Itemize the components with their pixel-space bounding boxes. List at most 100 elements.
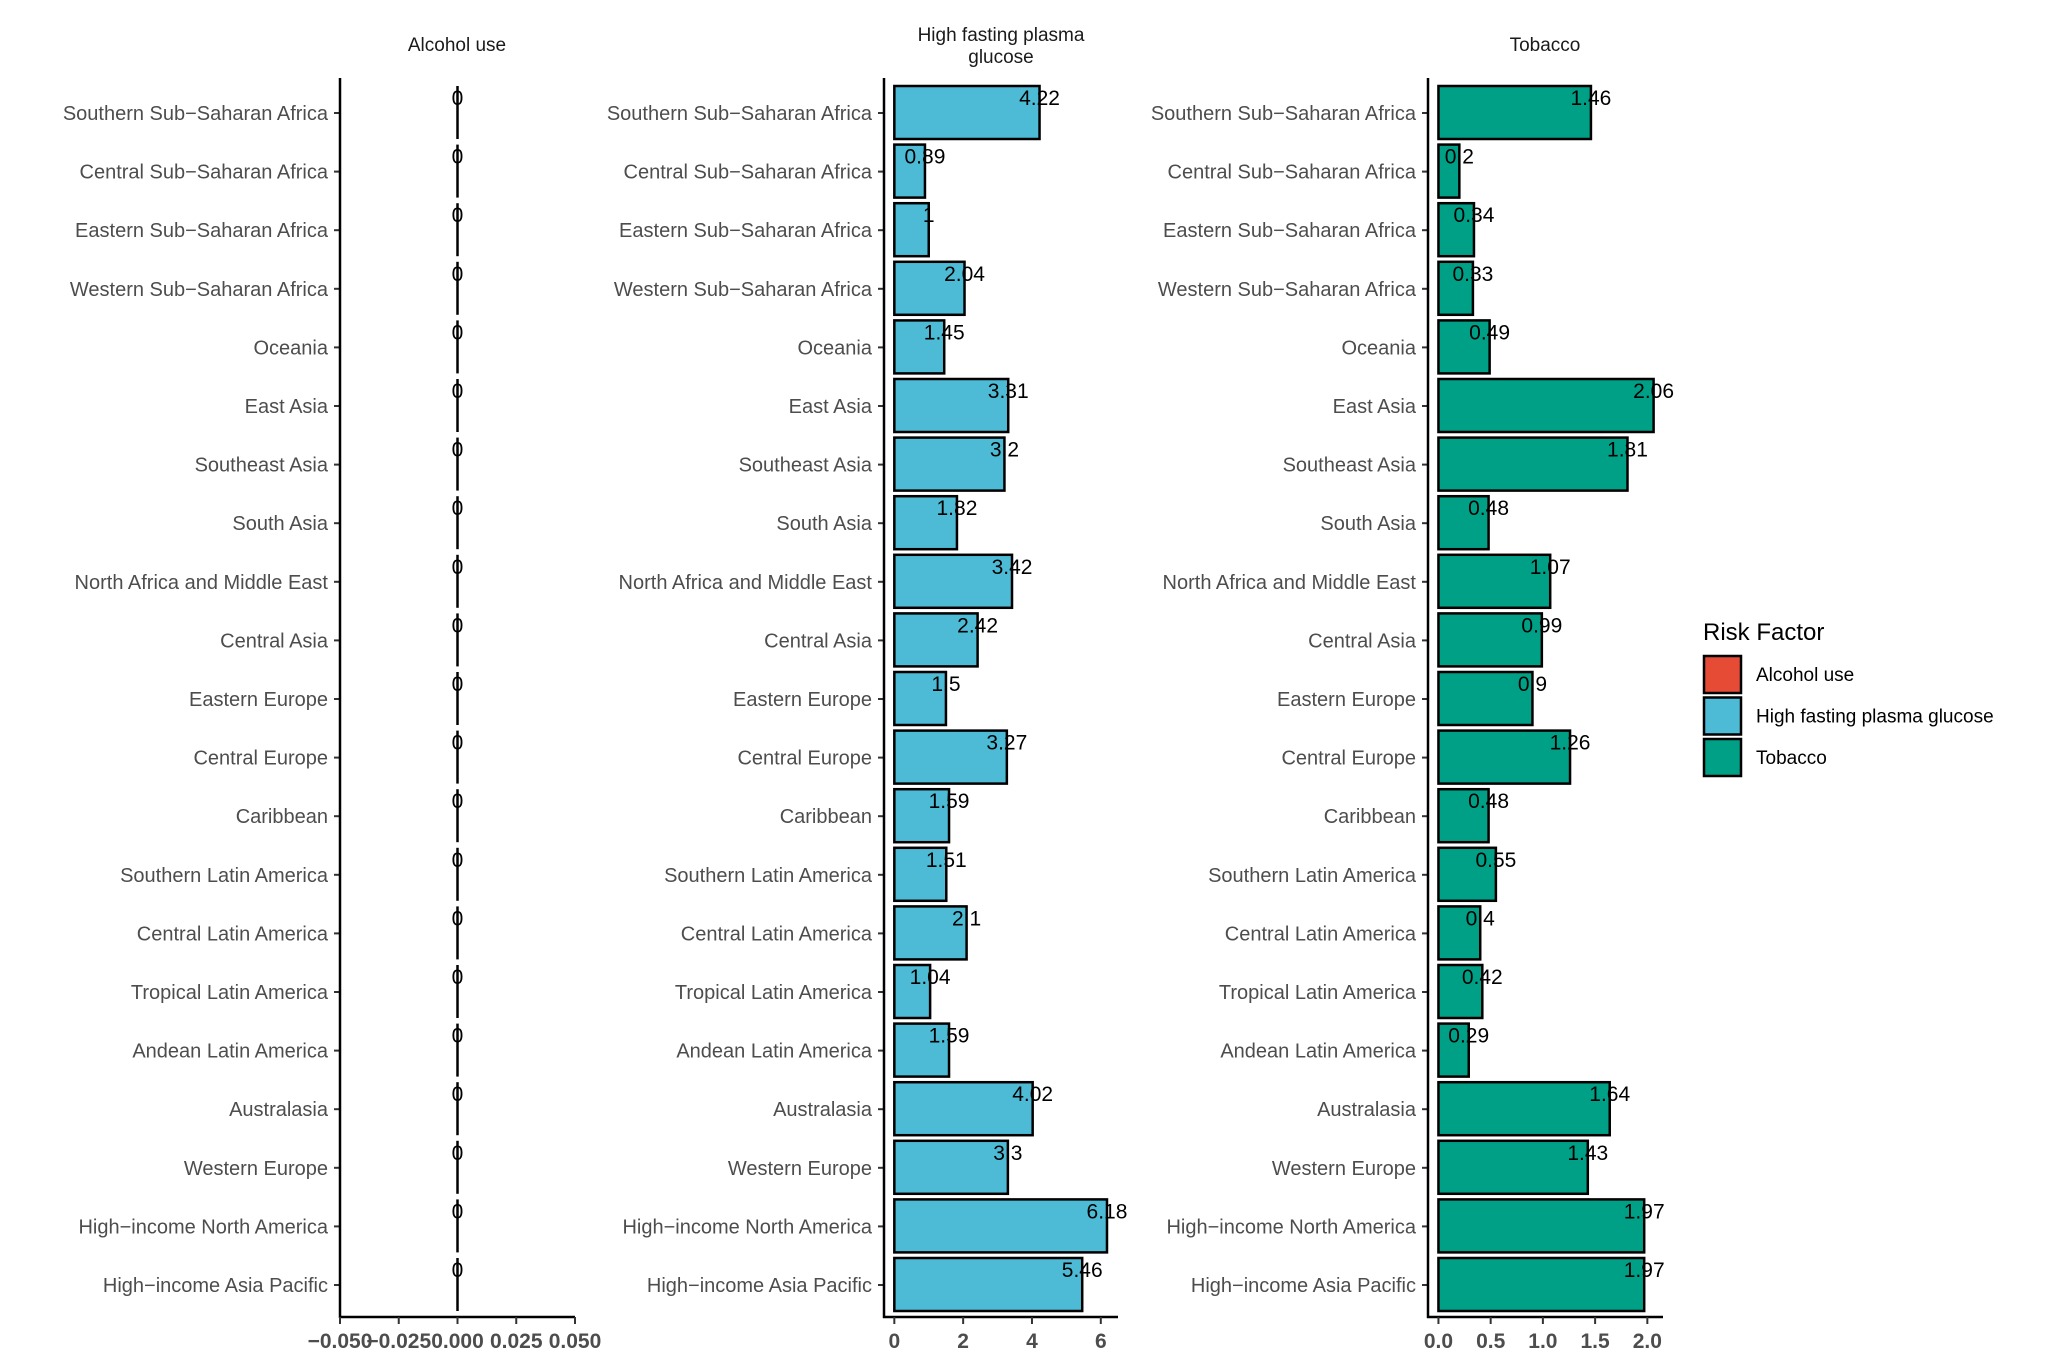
data-label: 1.43 [1567,1142,1608,1165]
bar [893,1198,1109,1254]
bar [893,1080,1034,1137]
category-label: Caribbean [780,806,872,828]
category-label: Southeast Asia [1283,455,1417,477]
data-label: 0.9 [1518,673,1547,696]
data-label: 0.33 [1452,263,1493,286]
category-label: Tropical Latin America [131,982,329,1004]
data-label: 0.48 [1468,790,1509,813]
data-label: 0 [452,439,464,462]
bar [1437,787,1490,844]
data-label: 1.59 [929,790,970,813]
bar [1437,553,1552,610]
category-label: Western Europe [1272,1158,1416,1180]
category-label: Tropical Latin America [675,982,873,1004]
category-label: East Asia [789,396,873,418]
category-label: Australasia [1317,1099,1417,1121]
x-tick-label: −0.025 [366,1330,431,1353]
category-label: Central Latin America [1225,923,1417,945]
bar [1437,670,1534,727]
legend-label: Alcohol use [1756,665,1854,686]
category-label: Southern Sub−Saharan Africa [63,103,329,125]
panel-title: Tobacco [1510,35,1581,56]
bar [1437,377,1655,434]
data-label: 2.06 [1633,380,1674,403]
data-label: 3.3 [993,1142,1022,1165]
bar [1437,612,1544,668]
data-label: 0 [452,497,464,520]
data-label: 0.2 [1445,146,1474,169]
bar [1437,1139,1590,1196]
data-label: 3.31 [988,380,1029,403]
x-tick-label: 0.050 [549,1330,602,1353]
bar [893,319,946,375]
data-label: 0 [452,146,464,169]
data-label: 1.82 [937,497,978,520]
legend-item: High fasting plasma glucose [1702,696,1994,736]
category-label: Central Europe [193,748,328,770]
data-label: 0.55 [1475,849,1516,872]
category-label: South Asia [1320,513,1417,535]
data-label: 0.48 [1468,497,1509,520]
bar [1437,729,1572,785]
data-label: 1.97 [1624,1200,1665,1223]
data-label: 1.26 [1550,732,1591,755]
data-label: 0.34 [1454,204,1495,227]
x-tick-label: 4 [1026,1330,1038,1353]
category-label: Southeast Asia [739,455,873,477]
data-label: 1.07 [1530,556,1571,579]
data-label: 5.46 [1062,1259,1103,1282]
data-label: 1.5 [931,673,960,696]
data-label: 1.81 [1607,439,1648,462]
x-tick-label: 1.5 [1581,1330,1611,1353]
panel-alcohol-use: Alcohol use Southern Sub−Saharan Africa Ce… [63,35,601,1353]
category-label: Southern Latin America [1208,865,1417,887]
legend-item: Alcohol use [1702,654,1854,695]
category-label: North Africa and Middle East [619,572,873,594]
data-label: 1.64 [1589,1083,1630,1106]
legend-label: Tobacco [1756,748,1827,769]
category-label: High−income North America [78,1216,328,1238]
bar [1437,1256,1646,1313]
bar [893,1256,1084,1313]
data-label: 0.42 [1462,966,1503,989]
bar [1437,905,1482,961]
data-label: 0 [452,1025,464,1048]
bar [893,729,1009,785]
panel-title: glucose [968,47,1034,68]
data-label: 0 [452,1259,464,1282]
data-label: 3.42 [992,556,1033,579]
bar [893,377,1010,434]
legend-title: Risk Factor [1703,619,1824,646]
category-label: Eastern Europe [733,689,872,711]
category-label: Central Asia [764,630,873,652]
bar [1437,1022,1470,1078]
data-label: 0 [452,732,464,755]
data-label: 2.1 [952,907,981,930]
category-label: Caribbean [1324,806,1416,828]
panel-title: High fasting plasma [918,25,1085,46]
x-tick-label: 0 [888,1330,900,1353]
category-label: High−income North America [622,1216,872,1238]
category-label: Central Sub−Saharan Africa [80,162,329,184]
data-label: 0 [452,790,464,813]
legend-entries: Alcohol use High fasting plasma glucose To… [1702,654,1994,778]
category-label: Andean Latin America [1220,1041,1417,1063]
category-label: Oceania [798,337,873,359]
data-label: 0 [452,966,464,989]
data-label: 3.2 [990,439,1019,462]
bar [1437,260,1475,317]
data-label: 1.59 [929,1025,970,1048]
category-label: Eastern Sub−Saharan Africa [75,220,329,242]
category-label: Australasia [229,1099,329,1121]
x-tick-label: 2 [957,1330,969,1353]
category-label: South Asia [776,513,873,535]
bar [893,670,948,727]
x-tick-label: 0.000 [431,1330,484,1353]
category-label: East Asia [245,396,329,418]
category-label: High−income Asia Pacific [1191,1275,1416,1297]
category-label: Southeast Asia [195,455,329,477]
data-label: 6.18 [1087,1200,1128,1223]
data-label: 0 [452,87,464,110]
